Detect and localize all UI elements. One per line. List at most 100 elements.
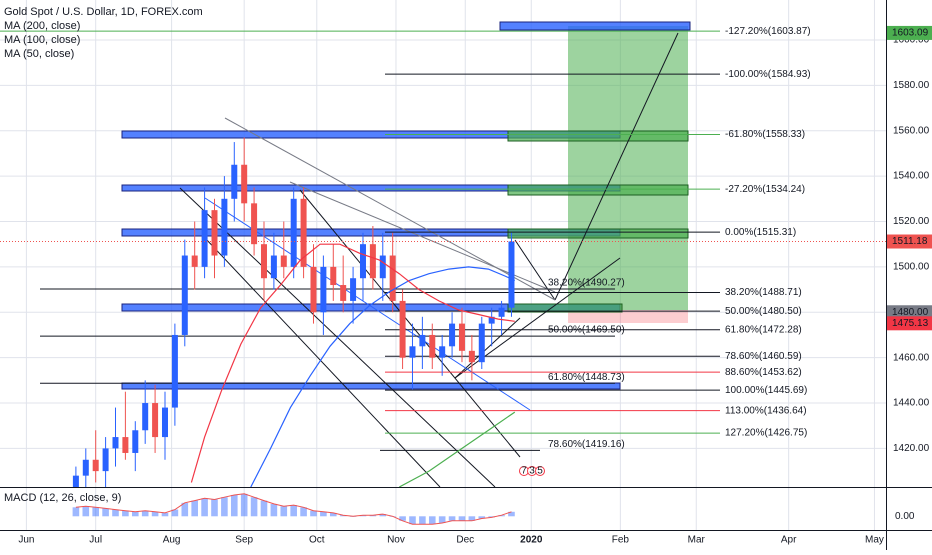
moving-average [190,243,515,483]
candle-body [161,407,168,438]
zone [499,21,691,31]
zone [507,228,689,239]
macd-bar [191,500,198,517]
price-badge [887,305,932,320]
macd-bar [161,512,169,517]
candle-body [241,164,248,204]
candle-body [399,300,406,358]
candle-body [369,244,376,279]
fib-label: 61.80%(1472.28) [725,324,802,335]
macd-bar [399,516,406,521]
candle-body [389,255,396,301]
x-tick-label: Apr [781,535,797,546]
candle-body [181,255,188,335]
candle-body [508,241,515,308]
price-badge-label: 1475.13 [892,318,929,329]
macd-bar [498,515,505,517]
y-tick-label: 1500.00 [893,262,930,273]
candle-body [320,266,327,313]
macd-pane [72,493,515,525]
fib-label: 78.60%(1460.59) [725,351,802,362]
macd-bar [359,515,367,517]
candle-body [122,437,129,453]
candle-body [409,346,416,358]
y-tick-label: 1440.00 [893,398,930,409]
x-tick-label: Sep [235,535,253,546]
candle-body [221,198,228,256]
candle-body [340,285,347,301]
candle-body [280,255,287,267]
macd-bar [300,507,307,517]
candle-body [498,307,505,317]
macd-bar [181,502,189,517]
x-tick-label: 2020 [520,535,543,546]
trend-line [204,197,531,411]
candle-body [92,459,99,472]
fib-levels: -127.20%(1603.87) -100.00%(1584.93) -61.80… [0,26,811,451]
fib-label: -27.20%(1534.24) [725,184,805,195]
macd-bar [409,516,416,525]
macd-bar [72,507,80,517]
macd-bar [508,511,515,517]
candle-body [310,266,317,313]
fib-label: 88.60%(1453.62) [725,367,802,378]
event-label: 7 [521,466,527,477]
event-label: 5 [537,466,543,477]
fib-label: -127.20%(1603.87) [725,26,811,37]
y-tick-label: 1540.00 [893,171,930,182]
legend-entry: MA (100, close) [4,34,80,46]
candle-body [488,316,495,324]
drawings [121,21,691,487]
event-marker [535,466,545,476]
zone [507,130,689,142]
zone [507,184,689,196]
candle-body [270,255,277,279]
macd-bar [171,509,179,517]
macd-bar [92,507,99,517]
x-tick-label: Oct [309,535,325,546]
legend-entry: MA (200, close) [4,20,80,32]
price-badge [887,316,932,331]
macd-bar [329,512,337,517]
fib-label: 100.00%(1445.69) [725,385,807,396]
target-zone [568,26,688,310]
candle-body [152,403,159,438]
chart-title: Gold Spot / U.S. Dollar, 1D, FOREX.com [4,6,203,18]
price-badge [887,25,932,40]
macd-bar [419,516,426,525]
macd-bar [221,497,228,517]
fib-label: 50.00%(1480.50) [725,306,802,317]
candle-body [191,255,198,267]
candle-body [211,210,218,256]
macd-bar [438,516,446,524]
plot [0,137,886,487]
fib-label: 50.00%(1469.50) [548,325,625,336]
legend-entry: MA (50, close) [4,48,74,60]
macd-bar [280,506,288,517]
projection-line [554,32,679,301]
fib-label: -61.80%(1558.33) [725,129,805,140]
candle-body [171,334,178,408]
y-tick-label: 1460.00 [893,352,930,363]
candle-body [458,323,465,351]
fib-label: 78.60%(1419.16) [548,439,625,450]
macd-bar [448,516,456,521]
x-tick-label: Feb [612,535,630,546]
x-tick-label: Mar [688,535,706,546]
zone [507,303,623,313]
candle-body [102,448,109,472]
candle-body [201,210,208,267]
moving-average [250,266,516,487]
macd-bar [112,509,119,517]
macd-title: MACD (12, 26, close, 9) [4,492,121,504]
macd-line [75,493,512,525]
x-tick-label: Jul [89,535,102,546]
fib-label: 38.20%(1488.71) [725,287,802,298]
macd-bar [131,511,139,517]
candle-body [379,255,386,279]
x-tick-label: Dec [456,535,474,546]
candle-body [231,164,238,199]
macd-bar [141,510,149,517]
price-badge-label: 1511.18 [892,236,928,247]
